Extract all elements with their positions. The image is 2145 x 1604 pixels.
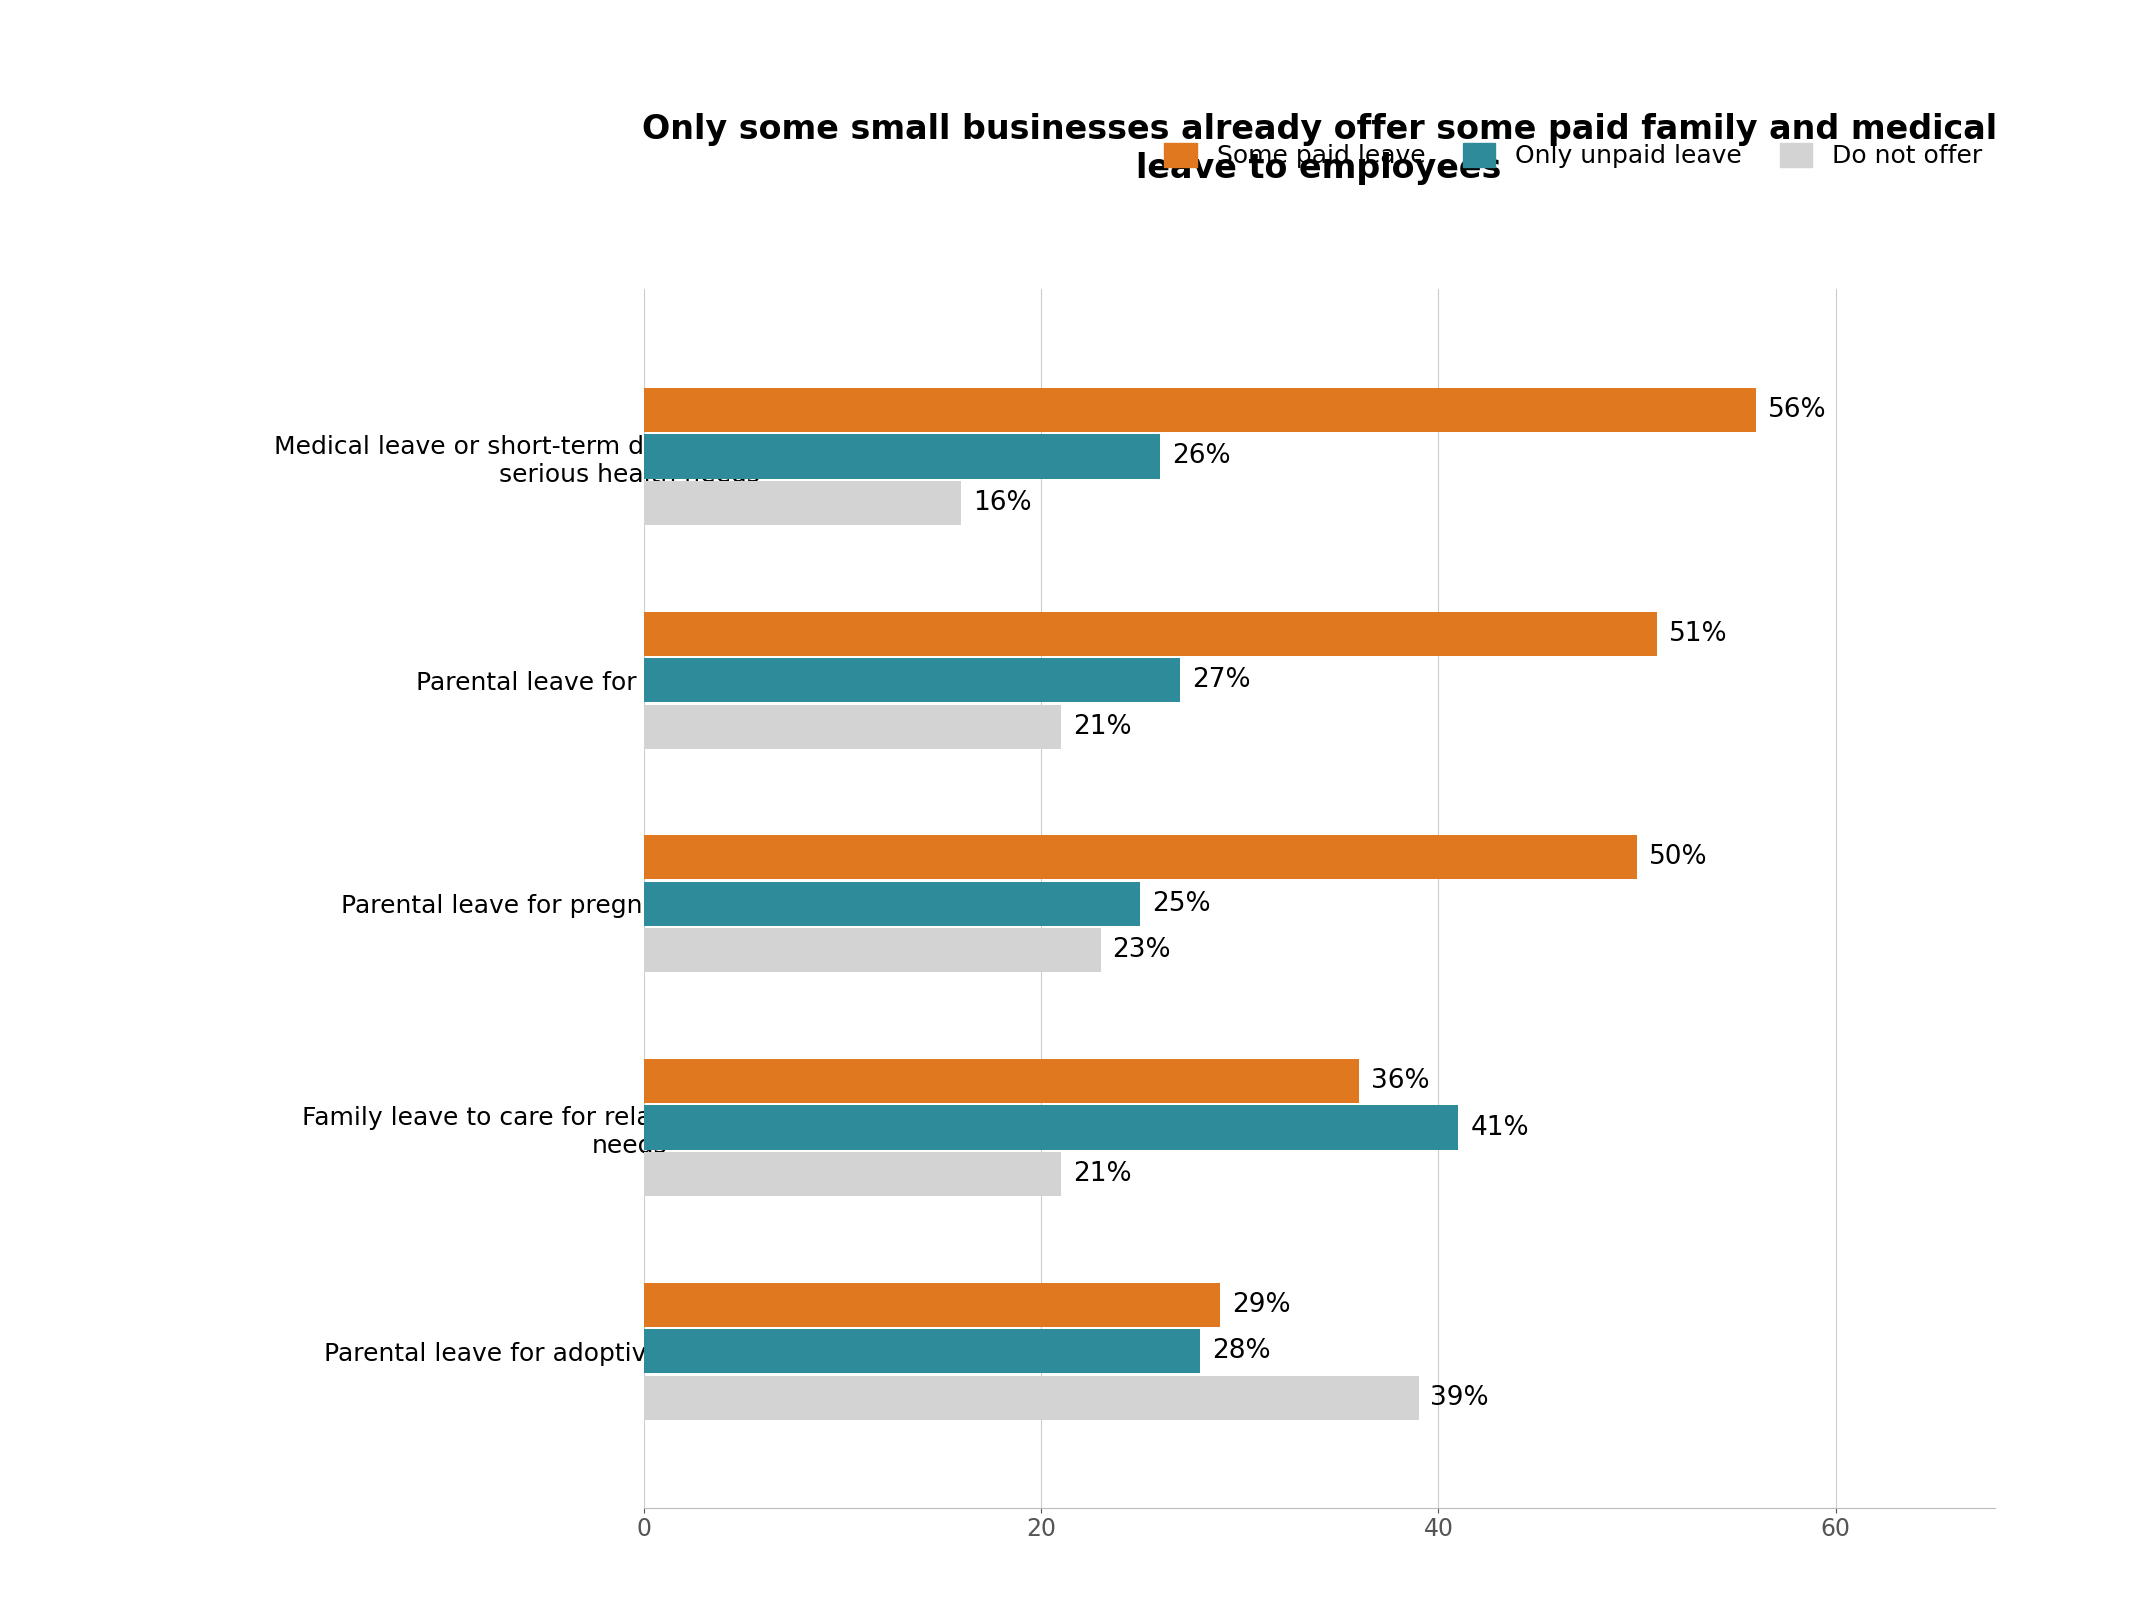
Text: 26%: 26% bbox=[1171, 443, 1231, 470]
Text: 36%: 36% bbox=[1371, 1068, 1429, 1094]
Legend: Some paid leave, Only unpaid leave, Do not offer: Some paid leave, Only unpaid leave, Do n… bbox=[1165, 143, 1982, 168]
Bar bbox=[644, 1105, 1459, 1150]
Title: Only some small businesses already offer some paid family and medical
leave to e: Only some small businesses already offer… bbox=[641, 114, 1997, 184]
Text: 56%: 56% bbox=[1767, 398, 1828, 423]
Bar bbox=[644, 611, 1658, 656]
Text: 50%: 50% bbox=[1650, 844, 1707, 871]
Bar bbox=[644, 929, 1100, 972]
Bar bbox=[644, 388, 1757, 431]
Text: 25%: 25% bbox=[1152, 890, 1212, 917]
Bar bbox=[644, 658, 1180, 703]
Text: 29%: 29% bbox=[1231, 1291, 1291, 1318]
Text: 21%: 21% bbox=[1072, 714, 1130, 739]
Bar bbox=[644, 1059, 1360, 1104]
Bar bbox=[644, 1330, 1199, 1373]
Text: 16%: 16% bbox=[974, 489, 1032, 516]
Bar bbox=[644, 1283, 1221, 1327]
Text: 39%: 39% bbox=[1431, 1384, 1489, 1410]
Text: 41%: 41% bbox=[1469, 1115, 1529, 1140]
Bar bbox=[644, 704, 1062, 749]
Text: 23%: 23% bbox=[1113, 937, 1171, 964]
Text: 51%: 51% bbox=[1669, 621, 1727, 646]
Bar bbox=[644, 1376, 1418, 1420]
Bar bbox=[644, 435, 1160, 478]
Text: 28%: 28% bbox=[1212, 1338, 1270, 1363]
Text: 27%: 27% bbox=[1193, 667, 1251, 693]
Bar bbox=[644, 882, 1141, 926]
Bar bbox=[644, 481, 961, 525]
Bar bbox=[644, 836, 1637, 879]
Bar bbox=[644, 1152, 1062, 1197]
Text: 21%: 21% bbox=[1072, 1161, 1130, 1187]
